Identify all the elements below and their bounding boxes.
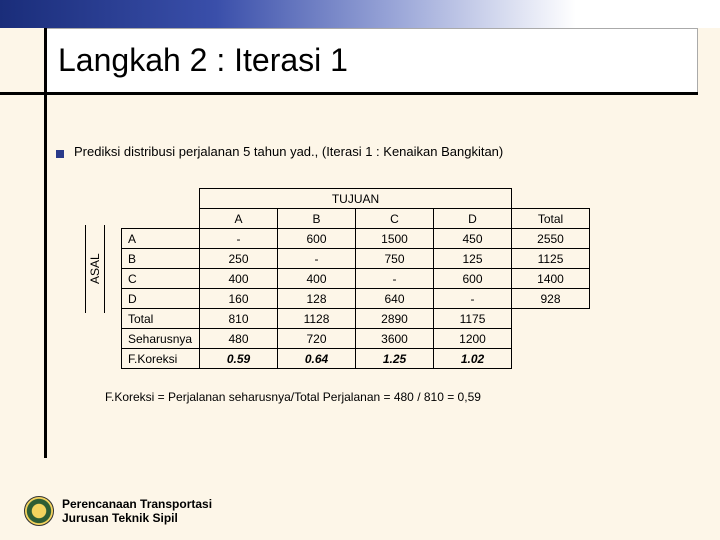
table-row: A - 600 1500 450 2550 <box>109 229 590 249</box>
trip-table: TUJUAN A B C D Total A - 600 1500 450 25… <box>109 188 590 369</box>
cell: - <box>356 269 434 289</box>
cell: 1400 <box>512 269 590 289</box>
row-label: C <box>122 269 200 289</box>
col-label: C <box>356 209 434 229</box>
cell: 928 <box>512 289 590 309</box>
footer-text: Perencanaan Transportasi Jurusan Teknik … <box>62 497 212 526</box>
table-row: D 160 128 640 - 928 <box>109 289 590 309</box>
cell: 640 <box>356 289 434 309</box>
col-label: B <box>278 209 356 229</box>
table-seharusnya-row: Seharusnya 480 720 3600 1200 <box>109 329 590 349</box>
table-row: C 400 400 - 600 1400 <box>109 269 590 289</box>
row-label: B <box>122 249 200 269</box>
cell: 2550 <box>512 229 590 249</box>
header-gradient <box>0 0 720 28</box>
col-label: D <box>434 209 512 229</box>
cell: 250 <box>200 249 278 269</box>
cell: - <box>200 229 278 249</box>
table-col-labels: A B C D Total <box>109 209 590 229</box>
cell: 1.02 <box>434 349 512 369</box>
row-label: Seharusnya <box>122 329 200 349</box>
cell: 0.64 <box>278 349 356 369</box>
origin-axis-label: ASAL <box>85 225 105 313</box>
cell: 128 <box>278 289 356 309</box>
cell: 480 <box>200 329 278 349</box>
cell: 400 <box>200 269 278 289</box>
cell: 2890 <box>356 309 434 329</box>
cell: 720 <box>278 329 356 349</box>
slide-title: Langkah 2 : Iterasi 1 <box>58 42 348 79</box>
cell: 3600 <box>356 329 434 349</box>
row-label: A <box>122 229 200 249</box>
bullet-icon <box>56 150 64 158</box>
cell: 160 <box>200 289 278 309</box>
table-caption: Prediksi distribusi perjalanan 5 tahun y… <box>74 144 503 159</box>
cell: 1128 <box>278 309 356 329</box>
row-label: D <box>122 289 200 309</box>
cell: 400 <box>278 269 356 289</box>
row-label: Total <box>122 309 200 329</box>
cell: - <box>278 249 356 269</box>
table-fkoreksi-row: F.Koreksi 0.59 0.64 1.25 1.02 <box>109 349 590 369</box>
dest-header: TUJUAN <box>200 189 512 209</box>
col-label: A <box>200 209 278 229</box>
cell: 0.59 <box>200 349 278 369</box>
university-logo-icon <box>24 496 54 526</box>
cell: 600 <box>278 229 356 249</box>
cell: 125 <box>434 249 512 269</box>
cell: 1125 <box>512 249 590 269</box>
cell: 1.25 <box>356 349 434 369</box>
footer: Perencanaan Transportasi Jurusan Teknik … <box>24 496 212 526</box>
cell: - <box>434 289 512 309</box>
cell: 600 <box>434 269 512 289</box>
col-label: Total <box>512 209 590 229</box>
footer-line2: Jurusan Teknik Sipil <box>62 511 212 525</box>
cell: 1175 <box>434 309 512 329</box>
horizontal-rule <box>0 92 698 95</box>
table-header-row: TUJUAN <box>109 189 590 209</box>
cell: 750 <box>356 249 434 269</box>
vertical-rule <box>44 28 47 458</box>
table-total-row: Total 810 1128 2890 1175 <box>109 309 590 329</box>
row-label: F.Koreksi <box>122 349 200 369</box>
footer-line1: Perencanaan Transportasi <box>62 497 212 511</box>
table-wrap: ASAL TUJUAN A B C D Total A - 600 1500 4… <box>85 188 590 369</box>
cell: 1200 <box>434 329 512 349</box>
formula-text: F.Koreksi = Perjalanan seharusnya/Total … <box>105 390 481 404</box>
title-box: Langkah 2 : Iterasi 1 <box>44 28 698 92</box>
cell: 1500 <box>356 229 434 249</box>
cell: 810 <box>200 309 278 329</box>
table-row: B 250 - 750 125 1125 <box>109 249 590 269</box>
cell: 450 <box>434 229 512 249</box>
